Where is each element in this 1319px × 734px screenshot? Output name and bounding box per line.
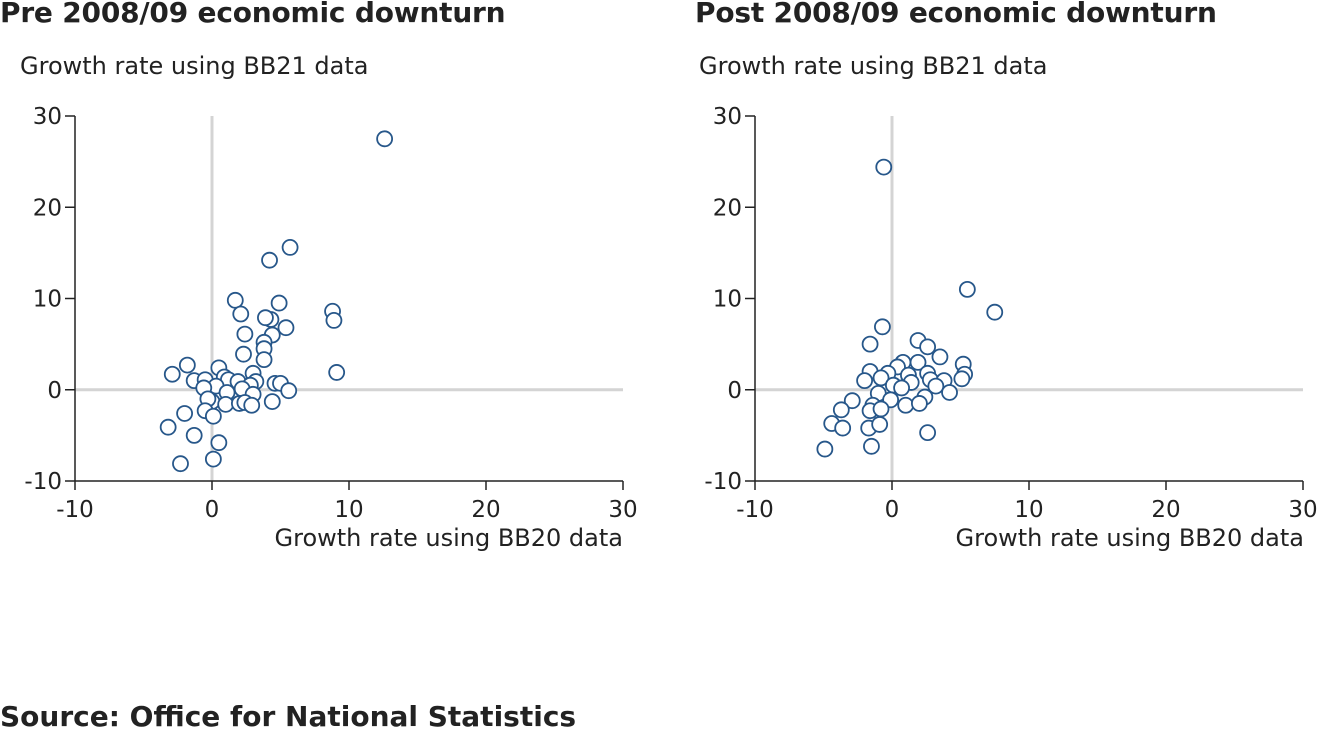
scatter-plot: -10 0 10 20 30 -10 0 10 20 30 [704, 104, 1317, 523]
data-point [832, 401, 850, 419]
data-point [919, 424, 937, 442]
x-tick-label: 20 [1151, 497, 1180, 523]
y-tick-label: 20 [713, 195, 742, 221]
data-point [243, 396, 261, 414]
y-tick-label: 10 [33, 287, 62, 313]
data-point [931, 348, 949, 366]
data-point [871, 416, 889, 433]
data-point [210, 434, 228, 452]
data-point [163, 365, 181, 383]
data-point [277, 319, 295, 337]
data-point [255, 351, 273, 369]
data-point [232, 305, 250, 323]
data-point [856, 372, 874, 390]
data-point [159, 418, 177, 436]
x-tick-label: -10 [56, 497, 94, 523]
data-point [834, 419, 852, 437]
y-tick-label: -10 [24, 469, 62, 495]
x-axis-label: Growth rate using BB20 data [955, 524, 1305, 552]
data-point [257, 309, 274, 327]
data-point [280, 382, 298, 400]
chart-panel-pre-downturn: Pre 2008/09 economic downturn Growth rat… [0, 0, 640, 570]
data-point [897, 396, 915, 414]
data-point [919, 338, 937, 356]
data-point [270, 294, 288, 312]
data-point [953, 370, 971, 388]
data-point [843, 392, 861, 410]
data-point [874, 318, 891, 336]
x-tick-label: 10 [334, 497, 363, 523]
data-point [941, 384, 958, 401]
data-point [176, 405, 194, 422]
data-point [204, 450, 222, 468]
data-point [185, 426, 203, 444]
data-point [172, 455, 189, 473]
chart-title: Post 2008/09 economic downturn [695, 0, 1217, 29]
data-point [910, 395, 928, 412]
data-point [893, 379, 910, 397]
y-axis-label: Growth rate using BB21 data [699, 52, 1048, 80]
data-point [927, 377, 945, 395]
x-tick-label: 30 [1288, 497, 1317, 523]
data-point [872, 400, 890, 418]
data-point [872, 369, 890, 387]
data-point [986, 303, 1004, 321]
chart-panel-post-downturn: Post 2008/09 economic downturn Growth ra… [680, 0, 1319, 570]
data-point [909, 353, 927, 371]
data-point [204, 407, 222, 425]
data-point [226, 291, 244, 309]
data-point [875, 158, 893, 176]
data-point [863, 437, 880, 455]
data-point [376, 130, 394, 148]
y-tick-label: 20 [33, 195, 62, 221]
y-tick-label: -10 [704, 469, 742, 495]
y-tick-label: 0 [727, 378, 742, 404]
x-tick-label: 0 [885, 497, 900, 523]
chart-title: Pre 2008/09 economic downturn [0, 0, 506, 29]
x-tick-label: -10 [736, 497, 774, 523]
data-point [958, 280, 976, 298]
data-point [261, 251, 278, 269]
x-tick-label: 20 [471, 497, 500, 523]
y-tick-label: 0 [47, 378, 62, 404]
x-tick-label: 10 [1014, 497, 1043, 523]
data-point [281, 238, 299, 256]
data-point [236, 325, 254, 343]
data-point [325, 311, 343, 329]
data-point [178, 356, 196, 374]
y-tick-label: 30 [713, 104, 742, 130]
scatter-plot: -10 0 10 20 30 -10 0 10 20 30 [24, 104, 637, 523]
x-tick-label: 30 [608, 497, 637, 523]
y-tick-label: 10 [713, 287, 742, 313]
data-point [263, 393, 281, 411]
source-note: Source: Office for National Statistics [0, 700, 577, 733]
data-point [217, 395, 235, 413]
x-tick-label: 0 [205, 497, 220, 523]
x-axis-label: Growth rate using BB20 data [274, 524, 624, 552]
data-point [328, 364, 346, 381]
data-point [861, 335, 879, 353]
y-axis-label: Growth rate using BB21 data [20, 52, 369, 80]
data-point [816, 440, 834, 458]
y-tick-label: 30 [33, 104, 62, 130]
data-point [235, 345, 252, 363]
